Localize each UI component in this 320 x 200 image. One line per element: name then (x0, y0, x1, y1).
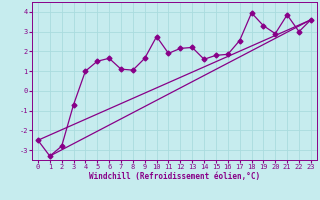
X-axis label: Windchill (Refroidissement éolien,°C): Windchill (Refroidissement éolien,°C) (89, 172, 260, 181)
